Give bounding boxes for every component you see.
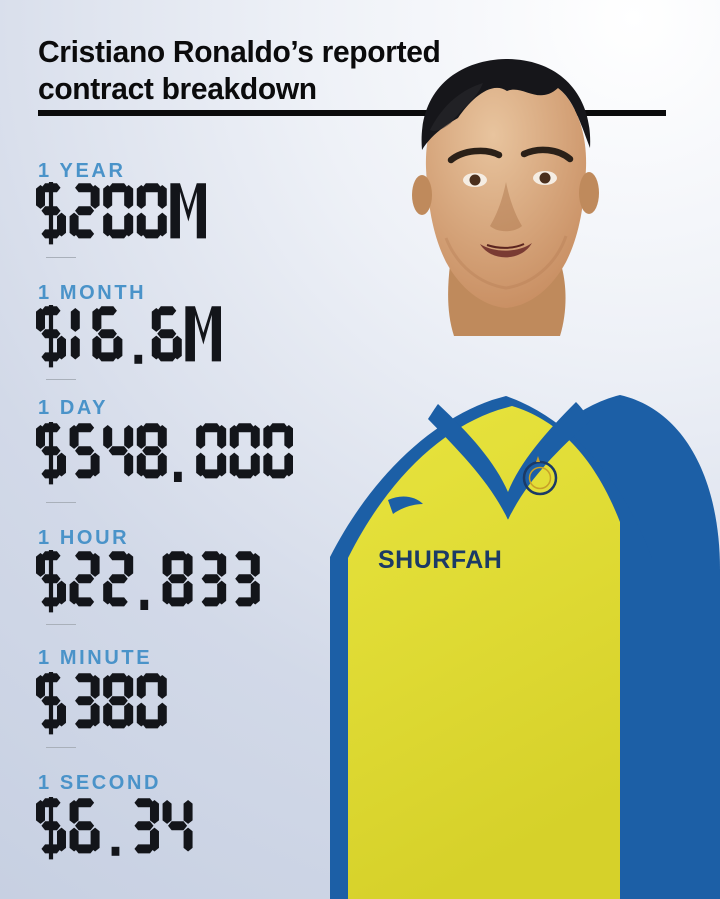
svg-text:SHURFAH: SHURFAH — [378, 546, 502, 574]
